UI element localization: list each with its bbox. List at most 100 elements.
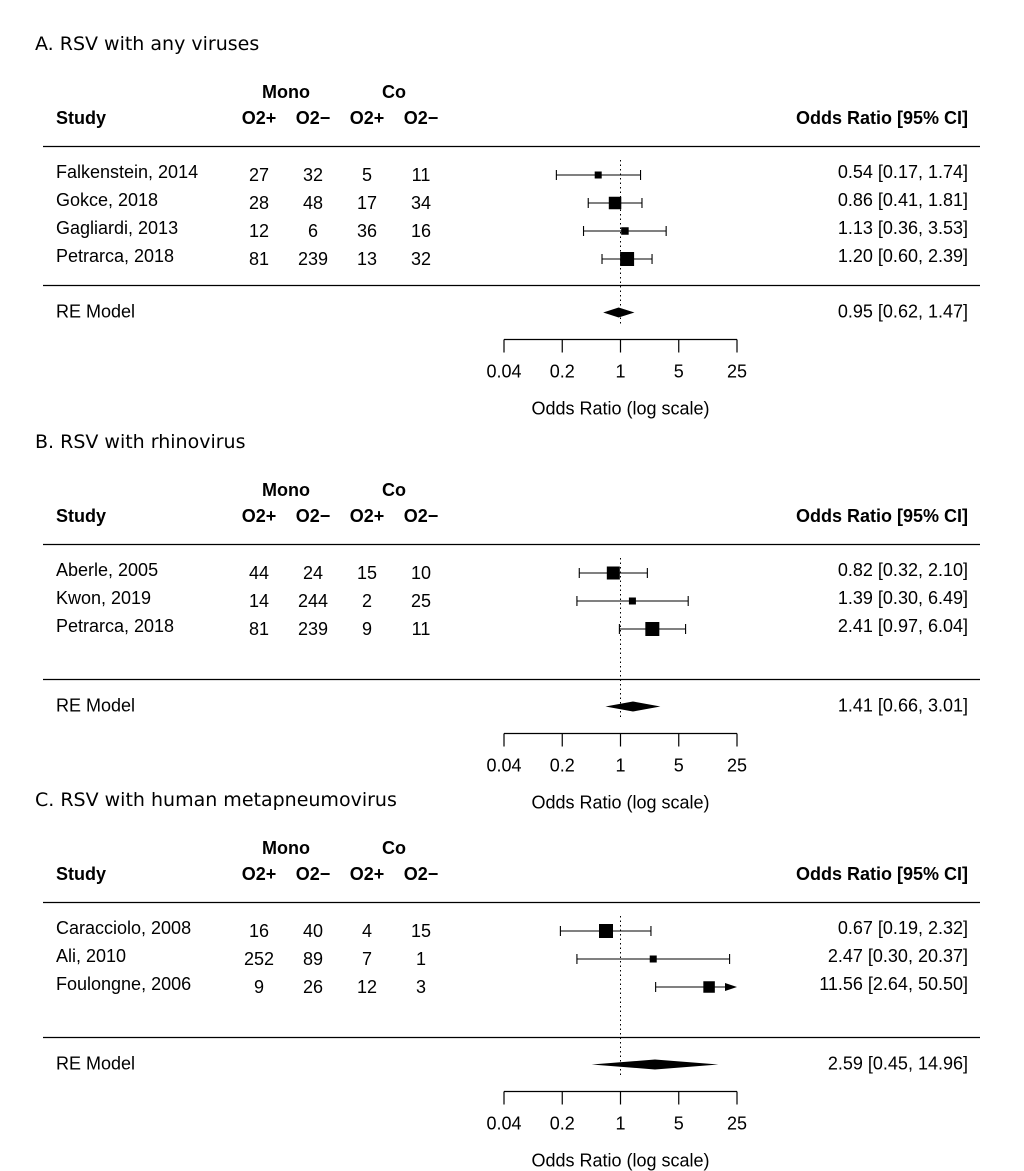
column-header-or: Odds Ratio [95% CI] xyxy=(796,506,968,526)
study-row: Ali, 2010 252 89 7 1 2.47 [0.30, 20.37] xyxy=(56,946,968,969)
summary-row: RE Model 0.95 [0.62, 1.47] xyxy=(56,302,968,322)
x-tick-label: 0.2 xyxy=(550,362,575,382)
study-name: Falkenstein, 2014 xyxy=(56,162,198,182)
study-row: Petrarca, 2018 81 239 9 11 2.41 [0.97, 6.04] xyxy=(56,616,968,639)
group-label-co: Co xyxy=(382,480,406,500)
column-header: O2+ xyxy=(350,864,385,884)
x-tick-label: 0.04 xyxy=(486,756,521,776)
study-name: Petrarca, 2018 xyxy=(56,616,174,636)
column-header: O2+ xyxy=(242,506,277,526)
count-cell: 16 xyxy=(249,921,269,941)
count-cell: 32 xyxy=(411,249,431,269)
count-cell: 15 xyxy=(357,563,377,583)
group-label-mono: Mono xyxy=(262,82,310,102)
count-cell: 244 xyxy=(298,591,328,611)
summary-row: RE Model 2.59 [0.45, 14.96] xyxy=(56,1054,968,1074)
x-tick-label: 25 xyxy=(727,362,747,382)
study-name: Gagliardi, 2013 xyxy=(56,218,178,238)
odds-ratio-ci-text: 2.41 [0.97, 6.04] xyxy=(838,616,968,636)
x-tick-label: 0.04 xyxy=(486,362,521,382)
count-cell: 1 xyxy=(416,949,426,969)
summary-label: RE Model xyxy=(56,696,135,716)
count-cell: 5 xyxy=(362,165,372,185)
count-cell: 44 xyxy=(249,563,269,583)
x-tick-label: 0.04 xyxy=(486,1114,521,1134)
study-name: Foulongne, 2006 xyxy=(56,974,191,994)
count-cell: 10 xyxy=(411,563,431,583)
study-row: Petrarca, 2018 81 239 13 32 1.20 [0.60, 2.39] xyxy=(56,246,968,269)
column-header: O2+ xyxy=(242,864,277,884)
x-tick-label: 1 xyxy=(615,362,625,382)
study-row: Kwon, 2019 14 244 2 25 1.39 [0.30, 6.49] xyxy=(56,588,968,611)
odds-ratio-ci-text: 0.86 [0.41, 1.81] xyxy=(838,190,968,210)
summary-ci-text: 2.59 [0.45, 14.96] xyxy=(828,1054,968,1074)
count-cell: 16 xyxy=(411,221,431,241)
summary-diamond xyxy=(605,701,661,712)
count-cell: 24 xyxy=(303,563,323,583)
odds-ratio-ci-text: 1.20 [0.60, 2.39] xyxy=(838,246,968,266)
point-estimate xyxy=(606,566,620,580)
group-label-co: Co xyxy=(382,838,406,858)
x-axis-label: Odds Ratio (log scale) xyxy=(531,793,709,813)
point-estimate xyxy=(620,252,635,266)
count-cell: 25 xyxy=(411,591,431,611)
x-tick-label: 0.2 xyxy=(550,1114,575,1134)
study-row: Gokce, 2018 28 48 17 34 0.86 [0.41, 1.81] xyxy=(56,190,968,213)
study-name: Ali, 2010 xyxy=(56,946,126,966)
group-label-mono: Mono xyxy=(262,838,310,858)
count-cell: 32 xyxy=(303,165,323,185)
study-name: Gokce, 2018 xyxy=(56,190,158,210)
count-cell: 6 xyxy=(308,221,318,241)
summary-diamond xyxy=(591,1059,719,1070)
summary-diamond xyxy=(603,307,635,318)
odds-ratio-ci-text: 1.13 [0.36, 3.53] xyxy=(838,218,968,238)
x-tick-label: 0.2 xyxy=(550,756,575,776)
x-tick-label: 1 xyxy=(615,756,625,776)
panel-title: C. RSV with human metapneumovirus xyxy=(35,789,397,811)
count-cell: 11 xyxy=(412,165,431,185)
x-axis: 0.04 0.2 1 5 25 Odds Ratio (log scale) xyxy=(486,1090,747,1171)
column-header-or: Odds Ratio [95% CI] xyxy=(796,108,968,128)
panel-b: B. RSV with rhinovirus Mono Co Study O2+ O2− O… xyxy=(35,431,980,813)
count-cell: 2 xyxy=(362,591,372,611)
count-cell: 81 xyxy=(249,619,269,639)
odds-ratio-ci-text: 0.54 [0.17, 1.74] xyxy=(838,162,968,182)
point-estimate xyxy=(621,227,629,235)
column-header: Study xyxy=(56,108,106,128)
summary-label: RE Model xyxy=(56,1054,135,1074)
column-header: Study xyxy=(56,864,106,884)
odds-ratio-ci-text: 2.47 [0.30, 20.37] xyxy=(828,946,968,966)
point-estimate xyxy=(628,597,636,605)
count-cell: 12 xyxy=(357,977,377,997)
column-header: O2− xyxy=(296,108,331,128)
column-header: Study xyxy=(56,506,106,526)
x-tick-label: 25 xyxy=(727,1114,747,1134)
column-header: O2− xyxy=(404,864,439,884)
x-tick-label: 5 xyxy=(674,756,684,776)
x-tick-label: 25 xyxy=(727,756,747,776)
count-cell: 9 xyxy=(254,977,264,997)
count-cell: 252 xyxy=(244,949,274,969)
column-header: O2+ xyxy=(350,108,385,128)
summary-ci-text: 1.41 [0.66, 3.01] xyxy=(838,696,968,716)
group-label-mono: Mono xyxy=(262,480,310,500)
count-cell: 7 xyxy=(362,949,372,969)
column-header: O2− xyxy=(296,506,331,526)
study-name: Kwon, 2019 xyxy=(56,588,151,608)
count-cell: 15 xyxy=(411,921,431,941)
column-header: O2+ xyxy=(242,108,277,128)
panel-a: A. RSV with any viruses Mono Co Study O2+ O2−… xyxy=(35,33,980,419)
count-cell: 12 xyxy=(249,221,269,241)
x-axis-label: Odds Ratio (log scale) xyxy=(531,399,709,419)
x-axis: 0.04 0.2 1 5 25 Odds Ratio (log scale) xyxy=(486,338,747,419)
count-cell: 34 xyxy=(411,193,431,213)
count-cell: 3 xyxy=(416,977,426,997)
column-header: O2− xyxy=(404,506,439,526)
count-cell: 81 xyxy=(249,249,269,269)
x-tick-label: 1 xyxy=(615,1114,625,1134)
x-tick-label: 5 xyxy=(674,1114,684,1134)
study-row: Foulongne, 2006 9 26 12 3 11.56 [2.64, 50.50] xyxy=(56,974,968,997)
study-row: Falkenstein, 2014 27 32 5 11 0.54 [0.17, 1.74… xyxy=(56,162,968,185)
point-estimate xyxy=(649,955,657,963)
panel-c: C. RSV with human metapneumovirus Mono Co S… xyxy=(35,789,980,1171)
